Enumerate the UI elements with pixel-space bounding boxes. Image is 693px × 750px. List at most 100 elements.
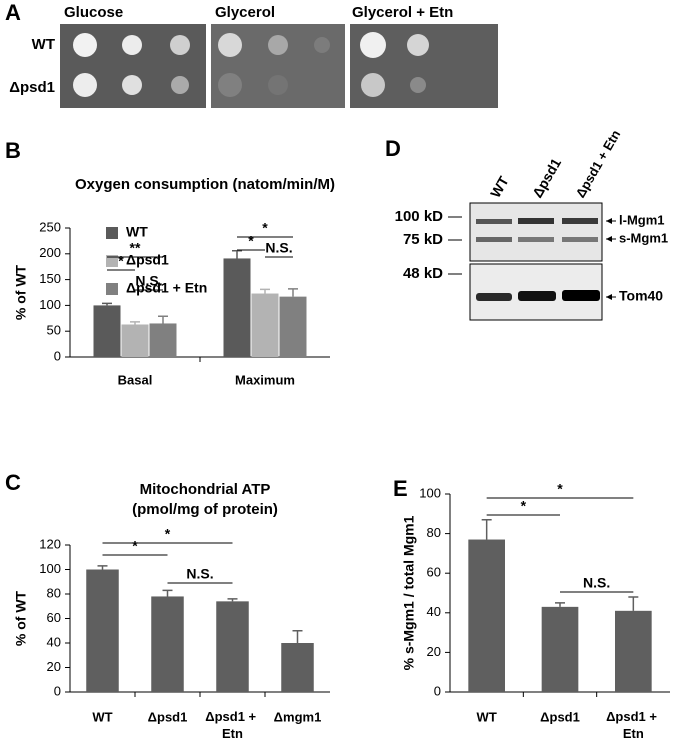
y-tick-label: 20 bbox=[427, 644, 441, 659]
error-bar bbox=[292, 630, 303, 643]
band bbox=[476, 293, 512, 301]
significance-label: N.S. bbox=[583, 575, 610, 591]
significance-label: * bbox=[557, 481, 563, 497]
bar bbox=[93, 305, 121, 357]
panel-label: D bbox=[385, 136, 401, 161]
blot bbox=[448, 202, 616, 321]
bar bbox=[281, 643, 314, 692]
y-tick-label: 40 bbox=[427, 604, 441, 619]
error-bar bbox=[102, 302, 112, 306]
legend-label: WT bbox=[126, 224, 148, 240]
plates bbox=[60, 24, 498, 108]
significance-label: N.S. bbox=[135, 273, 162, 289]
band-label: Tom40 bbox=[619, 288, 663, 304]
spot bbox=[360, 32, 386, 58]
spot bbox=[314, 37, 330, 53]
x-tick-label: Δmgm1 bbox=[274, 709, 322, 724]
legend-swatch bbox=[106, 227, 118, 239]
lane-label: Δpsd1 bbox=[529, 155, 564, 200]
bar bbox=[615, 610, 652, 692]
y-tick-label: 0 bbox=[54, 348, 61, 363]
band bbox=[518, 237, 554, 242]
x-tick-label: WT bbox=[92, 709, 112, 724]
significance-label: * bbox=[132, 538, 138, 554]
band-label: s-Mgm1 bbox=[619, 230, 668, 245]
significance-label: N.S. bbox=[186, 566, 213, 582]
spot bbox=[73, 73, 97, 97]
band bbox=[518, 291, 556, 301]
lane-label: WT bbox=[487, 173, 512, 200]
y-tick-label: 80 bbox=[427, 525, 441, 540]
y-tick-label: 100 bbox=[419, 485, 441, 500]
panel-label: C bbox=[5, 470, 21, 495]
error-bar bbox=[162, 589, 173, 597]
significance-label: * bbox=[118, 253, 124, 269]
bar bbox=[279, 296, 307, 357]
band bbox=[518, 218, 554, 224]
y-axis-label: % of WT bbox=[13, 264, 29, 320]
spot bbox=[122, 75, 142, 95]
y-tick-label: 100 bbox=[39, 297, 61, 312]
band bbox=[562, 218, 598, 224]
x-tick-label: Δpsd1 bbox=[540, 709, 580, 724]
error-bar bbox=[481, 518, 492, 540]
spot bbox=[171, 76, 189, 94]
spot bbox=[268, 75, 288, 95]
plate-row: WT bbox=[32, 36, 55, 53]
significance-label: N.S. bbox=[265, 240, 292, 256]
y-tick-label: 250 bbox=[39, 219, 61, 234]
y-tick-label: 60 bbox=[427, 565, 441, 580]
bar bbox=[86, 569, 119, 692]
marker-label: 48 kD bbox=[403, 265, 443, 282]
bar bbox=[251, 293, 279, 357]
y-axis-label: % of WT bbox=[13, 590, 29, 646]
y-tick-label: 120 bbox=[39, 536, 61, 551]
error-bar bbox=[97, 565, 108, 570]
bar bbox=[149, 323, 177, 357]
lane-label: Δpsd1 + Etn bbox=[573, 127, 624, 200]
legend-label: Δpsd1 bbox=[126, 252, 169, 268]
significance-label: * bbox=[262, 220, 268, 236]
y-tick-label: 80 bbox=[47, 585, 61, 600]
y-tick-label: 100 bbox=[39, 561, 61, 576]
plate-header: Glycerol bbox=[215, 4, 275, 21]
significance-label: ** bbox=[130, 240, 141, 256]
band bbox=[562, 290, 600, 301]
y-tick-label: 150 bbox=[39, 271, 61, 286]
marker-label: 75 kD bbox=[403, 231, 443, 248]
y-tick-label: 0 bbox=[54, 683, 61, 698]
bar bbox=[151, 596, 184, 692]
spot bbox=[218, 33, 242, 57]
y-tick-label: 200 bbox=[39, 245, 61, 260]
significance-label: * bbox=[248, 233, 254, 249]
panel-label: E bbox=[393, 476, 408, 501]
bar bbox=[223, 258, 251, 357]
error-bar bbox=[232, 249, 242, 259]
x-tick-label: Δpsd1 bbox=[148, 709, 188, 724]
legend-swatch bbox=[106, 255, 118, 267]
bar bbox=[121, 324, 149, 357]
plate-row: Δpsd1 bbox=[9, 79, 55, 96]
error-bar bbox=[628, 596, 639, 611]
bar bbox=[541, 606, 579, 692]
band-label: l-Mgm1 bbox=[619, 212, 665, 227]
error-bar bbox=[555, 602, 565, 607]
significance-label: * bbox=[521, 498, 527, 514]
bar bbox=[468, 539, 505, 692]
blot-membrane bbox=[469, 202, 603, 262]
band bbox=[476, 237, 512, 242]
y-tick-label: 0 bbox=[434, 683, 441, 698]
spot bbox=[218, 73, 242, 97]
error-bar bbox=[260, 288, 270, 294]
chart-title: Mitochondrial ATP bbox=[140, 481, 271, 498]
x-tick-label: Δpsd1 + Etn bbox=[205, 709, 260, 741]
bar bbox=[216, 601, 249, 692]
arrowheads bbox=[606, 218, 612, 300]
x-tick-label: Maximum bbox=[235, 372, 295, 387]
y-tick-label: 40 bbox=[47, 634, 61, 649]
plate-header: Glycerol + Etn bbox=[352, 4, 453, 21]
panel-label: A bbox=[5, 0, 21, 25]
y-tick-label: 20 bbox=[47, 659, 61, 674]
marker-label: 100 kD bbox=[395, 208, 444, 225]
